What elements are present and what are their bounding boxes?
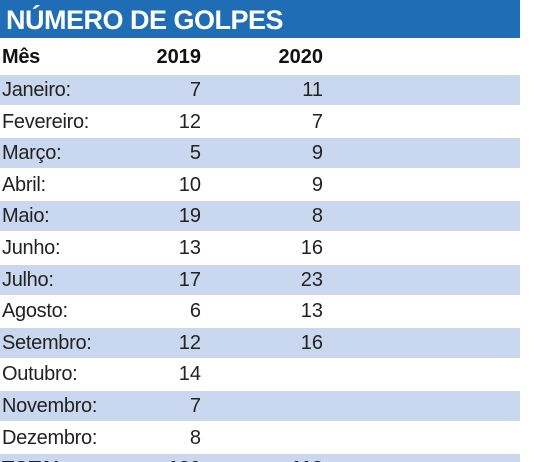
value-cell: 16: [300, 331, 323, 354]
label-cell: Janeiro:: [2, 79, 71, 101]
data-row: Agosto: 6 13: [0, 296, 520, 326]
title-bar: NÚMERO DE GOLPES: [0, 0, 520, 38]
data-row: Outubro: 14: [0, 359, 520, 389]
value-cell: 14: [178, 363, 201, 386]
value-cell: 112: [291, 454, 323, 462]
label-cell: Julho:: [2, 268, 54, 291]
data-row: Maio: 19 8: [0, 201, 520, 232]
value-cell: 7: [189, 79, 201, 101]
value-cell: 13: [300, 300, 323, 323]
label-cell: Fevereiro:: [2, 110, 90, 133]
label-cell: Novembro:: [2, 395, 98, 417]
data-row: Setembro: 12 16: [0, 327, 520, 358]
header-row: Mês 2019 2020: [0, 42, 520, 72]
value-cell: 10: [178, 173, 201, 196]
label-cell: Março:: [2, 142, 62, 165]
data-row: Janeiro: 7 11: [0, 75, 520, 105]
data-row: Março: 5 9: [0, 138, 520, 169]
value-cell: 6: [189, 300, 201, 323]
label-cell: Mês: [2, 46, 41, 68]
value-cell: 12: [178, 110, 201, 133]
value-cell: 7: [189, 395, 201, 417]
value-cell: 5: [189, 142, 201, 165]
total-row: TOTAL 130 112: [0, 454, 520, 462]
value-cell: 13: [178, 237, 201, 259]
value-cell: 8: [189, 426, 201, 449]
label-cell: Setembro:: [2, 331, 92, 354]
value-cell: 19: [178, 205, 201, 228]
value-cell: 2020: [278, 46, 324, 68]
label-cell: TOTAL: [2, 454, 66, 462]
data-row: Junho: 13 16: [0, 233, 520, 263]
value-cell: 9: [311, 142, 323, 165]
data-row: Fevereiro: 12 7: [0, 107, 520, 137]
label-cell: Outubro:: [2, 363, 78, 386]
label-cell: Maio:: [2, 205, 50, 228]
value-cell: 16: [300, 237, 323, 259]
value-cell: 12: [178, 331, 201, 354]
label-cell: Abril:: [2, 173, 46, 196]
value-cell: 17: [178, 268, 201, 291]
value-cell: 7: [311, 110, 323, 133]
value-cell: 8: [311, 205, 323, 228]
value-cell: 9: [311, 173, 323, 196]
data-row: Novembro: 7: [0, 391, 520, 421]
title: NÚMERO DE GOLPES: [6, 5, 284, 35]
data-row: Abril: 10 9: [0, 170, 520, 200]
label-cell: Agosto:: [2, 300, 68, 323]
label-cell: Junho:: [2, 237, 61, 259]
data-row: Julho: 17 23: [0, 264, 520, 295]
value-cell: 2019: [156, 46, 202, 68]
value-cell: 11: [302, 79, 323, 101]
value-cell: 23: [300, 268, 323, 291]
value-cell: 130: [168, 454, 201, 462]
data-row: Dezembro: 8: [0, 423, 520, 453]
label-cell: Dezembro:: [2, 426, 98, 449]
